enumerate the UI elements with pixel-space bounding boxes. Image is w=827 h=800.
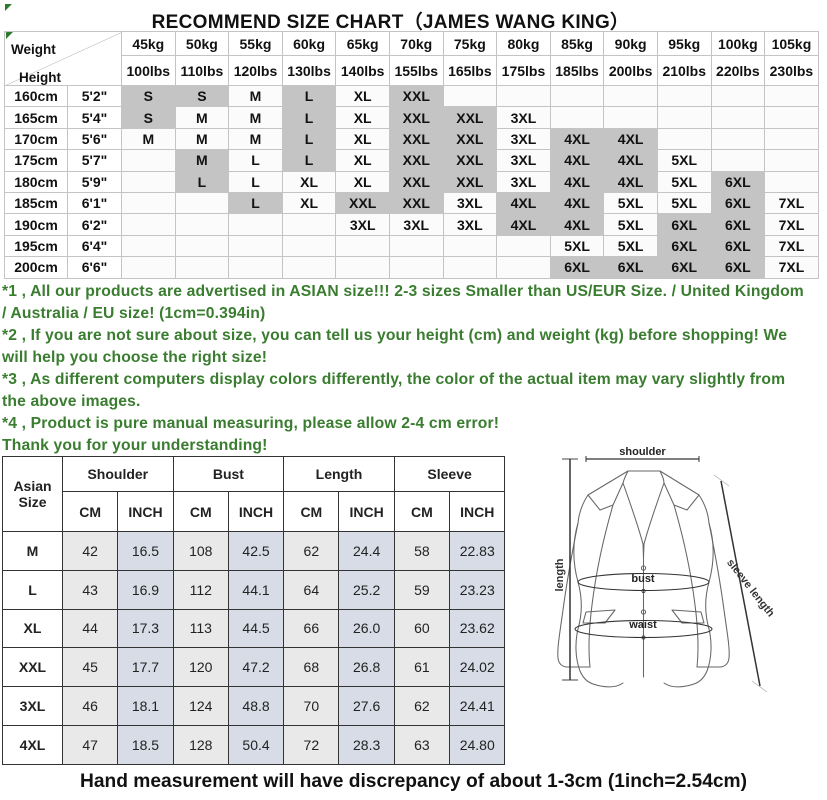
svg-text:bust: bust [631, 573, 655, 585]
svg-text:length: length [554, 558, 566, 591]
svg-text:sleeve length: sleeve length [724, 557, 777, 620]
svg-text:shoulder: shoulder [619, 446, 666, 458]
svg-text:waist: waist [628, 619, 657, 631]
